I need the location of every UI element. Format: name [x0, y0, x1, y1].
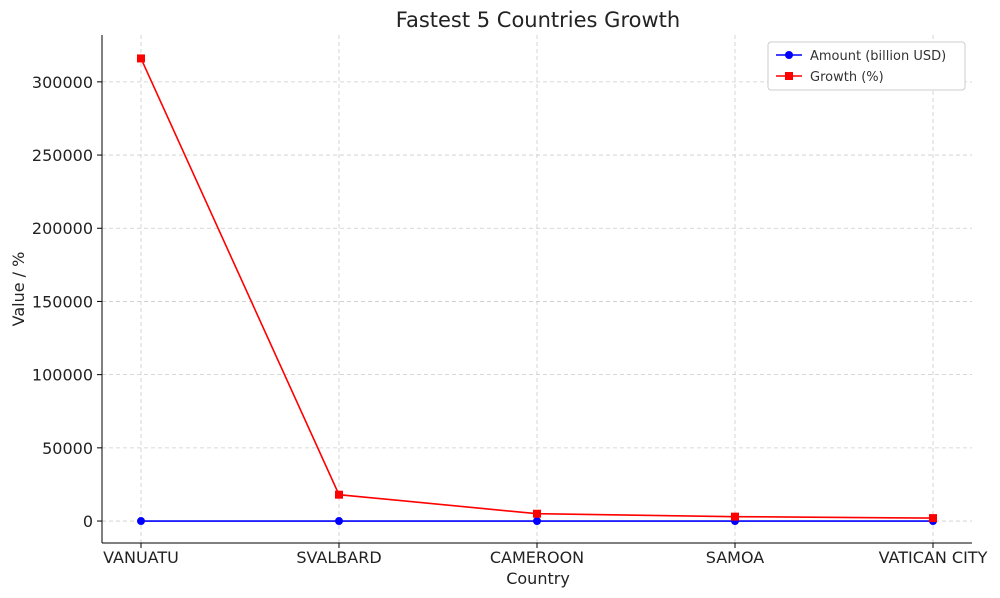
legend-label-0: Amount (billion USD) [810, 49, 946, 64]
x-tick-label-4: VATICAN CITY [879, 548, 988, 567]
series-0-point-0 [137, 517, 145, 526]
x-tick-label-0: VANUATU [103, 548, 179, 567]
series-1-point-3 [731, 512, 739, 521]
y-tick-label-2: 100000 [32, 366, 93, 385]
x-axis-label: Country [506, 569, 570, 588]
x-axis-ticks: VANUATU SVALBARD CAMEROON SAMOA VATICAN CITY [103, 543, 988, 567]
x-tick-label-1: SVALBARD [296, 548, 381, 567]
y-tick-label-1: 50000 [42, 439, 93, 458]
x-tick-label-2: CAMEROON [490, 548, 584, 567]
series-layer [137, 54, 937, 526]
y-axis-ticks: 0 50000 100000 150000 200000 250000 300000 [32, 73, 102, 531]
x-tick-label-3: SAMOA [706, 548, 765, 567]
chart-title: Fastest 5 Countries Growth [396, 8, 680, 32]
series-1-point-2 [533, 509, 541, 518]
grid-lines [102, 35, 972, 543]
y-tick-label-4: 200000 [32, 219, 93, 238]
series-0-point-2 [533, 517, 541, 526]
y-tick-label-6: 300000 [32, 73, 93, 92]
legend-marker-1 [785, 72, 793, 80]
y-tick-label-0: 0 [83, 512, 93, 531]
series-1-point-4 [929, 514, 937, 523]
legend-label-1: Growth (%) [810, 70, 884, 85]
y-tick-label-5: 250000 [32, 146, 93, 165]
legend: Amount (billion USD) Growth (%) [767, 41, 966, 91]
y-tick-label-3: 150000 [32, 292, 93, 311]
series-0-point-1 [335, 517, 343, 526]
series-1-point-1 [335, 490, 343, 499]
series-1-point-0 [137, 54, 145, 63]
legend-box [767, 41, 966, 91]
legend-marker-0 [785, 51, 793, 59]
y-axis-label: Value / % [9, 252, 28, 327]
